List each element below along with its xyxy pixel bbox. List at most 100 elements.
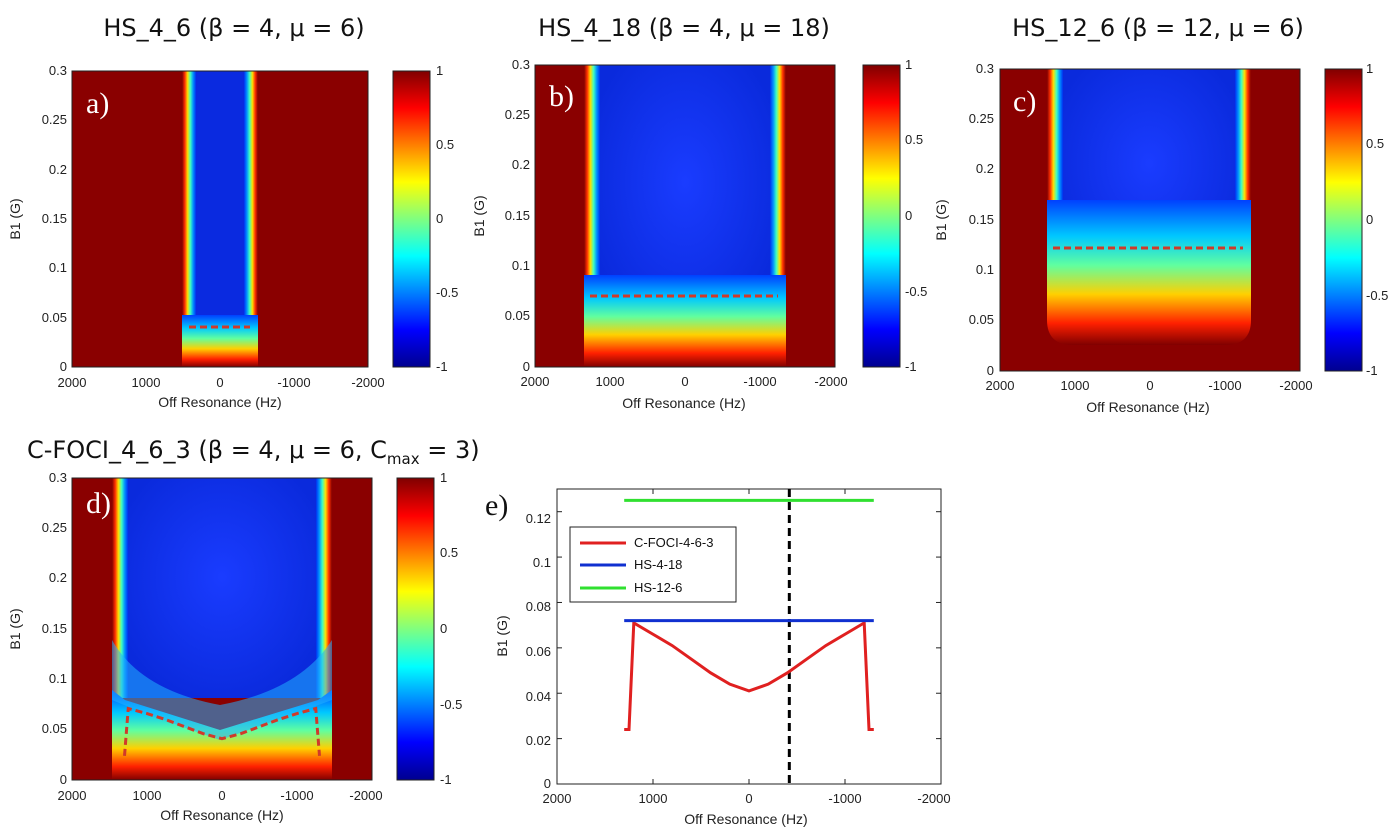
- panel-b-xlabel: Off Resonance (Hz): [622, 395, 745, 411]
- panel-d-xtick: -1000: [280, 788, 313, 803]
- panel-a-yticks: 0 0.05 0.1 0.15 0.2 0.25 0.3: [42, 63, 67, 374]
- panel-e-yticks: 0 0.02 0.04 0.06 0.08 0.1 0.12: [526, 511, 551, 791]
- panel-b-frame: [534, 64, 836, 368]
- panel-d-frame: [71, 477, 373, 781]
- panel-a-ylabel: B1 (G): [7, 198, 23, 239]
- panel-e-ytick: 0.12: [526, 511, 551, 526]
- panel-e-xtick: 2000: [543, 791, 572, 806]
- panel-c-ytick: 0.1: [976, 262, 994, 277]
- panel-b-cbar-tick: 1: [905, 57, 912, 72]
- panel-e-ytick: 0.1: [533, 555, 551, 570]
- panel-c-cbar-tick: -0.5: [1366, 288, 1388, 303]
- panel-c-xtick: 1000: [1061, 378, 1090, 393]
- legend-label-c-foci: C-FOCI-4-6-3: [634, 535, 713, 550]
- panel-d-ytick: 0.15: [42, 621, 67, 636]
- panel-b-title: HS_4_18 (β = 4, μ = 18): [538, 14, 830, 42]
- panel-c-title: HS_12_6 (β = 12, μ = 6): [1012, 14, 1304, 42]
- panel-c-ytick: 0.25: [969, 111, 994, 126]
- panel-e-tickmarks: [556, 489, 942, 785]
- panel-d-ytick: 0.3: [49, 470, 67, 485]
- panel-e-ytick: 0.08: [526, 599, 551, 614]
- panel-e-xtick: 1000: [639, 791, 668, 806]
- legend-label-hs-12-6: HS-12-6: [634, 580, 682, 595]
- panel-c-cbar-tick: 1: [1366, 61, 1373, 76]
- panel-b-yticks: 0 0.05 0.1 0.15 0.2 0.25 0.3: [505, 57, 530, 374]
- panel-a-cbar-tick: 0: [436, 211, 443, 226]
- panel-d-threshold-line: [123, 706, 321, 756]
- panel-a-frame: [71, 70, 369, 368]
- panel-d-ytick: 0: [60, 772, 67, 787]
- panel-a: HS_4_6 (β = 4, μ = 6) a) 0 0.05 0.1 0.15…: [7, 14, 458, 410]
- panel-b-ytick: 0.25: [505, 107, 530, 122]
- panel-c-ytick: 0: [987, 363, 994, 378]
- panel-d-cbar-tick: 0.5: [440, 545, 458, 560]
- panel-a-ytick: 0.15: [42, 211, 67, 226]
- panel-d-xtick: 1000: [133, 788, 162, 803]
- panel-b-ytick: 0.3: [512, 57, 530, 72]
- panel-a-xtick: 1000: [132, 375, 161, 390]
- panel-d-colorbar: 1 0.5 0 -0.5 -1: [396, 470, 462, 787]
- panel-e-xtick: -2000: [917, 791, 950, 806]
- panel-c-colorbar: 1 0.5 0 -0.5 -1: [1324, 61, 1388, 378]
- panel-d-xtick: -2000: [349, 788, 382, 803]
- panel-b-cbar-tick: -0.5: [905, 284, 927, 299]
- panel-c-cbar-tick: -1: [1366, 363, 1378, 378]
- panel-c: HS_12_6 (β = 12, μ = 6) c) 0 0.05 0.1 0.…: [933, 14, 1388, 415]
- panel-d-cbar-tick: -1: [440, 772, 452, 787]
- panel-d-xticks: 2000 1000 0 -1000 -2000: [58, 788, 383, 803]
- panel-b-xtick: 2000: [521, 374, 550, 389]
- panel-a-ytick: 0.1: [49, 260, 67, 275]
- panel-e-xtick: -1000: [828, 791, 861, 806]
- panel-b-ytick: 0.1: [512, 258, 530, 273]
- panel-b-xtick: -1000: [743, 374, 776, 389]
- panel-a-xtick: -2000: [351, 375, 384, 390]
- panel-c-xticks: 2000 1000 0 -1000 -2000: [986, 378, 1313, 393]
- panel-c-inversion-band: [1047, 69, 1251, 345]
- panel-c-ytick: 0.05: [969, 312, 994, 327]
- panel-b-colorbar: 1 0.5 0 -0.5 -1: [862, 57, 927, 374]
- panel-b-xticks: 2000 1000 0 -1000 -2000: [521, 374, 848, 389]
- panel-c-ylabel: B1 (G): [933, 199, 949, 240]
- panel-e: e) 0 0.02 0.04 0.06 0.08 0.1 0.12 2000 1…: [485, 488, 951, 827]
- panel-d-cbar-tick: -0.5: [440, 697, 462, 712]
- panel-d-ytick: 0.2: [49, 570, 67, 585]
- panel-b-cbar-tick: 0.5: [905, 132, 923, 147]
- panel-d-xlabel: Off Resonance (Hz): [160, 807, 283, 823]
- panel-b: HS_4_18 (β = 4, μ = 18) b) 0 0.05 0.1 0.…: [471, 14, 927, 411]
- panel-a-xtick: -1000: [277, 375, 310, 390]
- panel-b-ytick: 0: [523, 359, 530, 374]
- panel-a-cbar-tick: 0.5: [436, 137, 454, 152]
- panel-e-xlabel: Off Resonance (Hz): [684, 811, 807, 827]
- panel-c-cbar-tick: 0.5: [1366, 136, 1384, 151]
- panel-c-xtick: -1000: [1208, 378, 1241, 393]
- panel-d-xtick: 2000: [58, 788, 87, 803]
- panel-a-cbar-tick: -1: [436, 359, 448, 374]
- panel-a-cbar-tick: -0.5: [436, 285, 458, 300]
- panel-d-xtick: 0: [218, 788, 225, 803]
- panel-e-ytick: 0.06: [526, 644, 551, 659]
- series-line-c-foci-4-6-3: [624, 620, 874, 732]
- panel-b-ytick: 0.05: [505, 308, 530, 323]
- panel-a-inversion-band: [182, 71, 258, 367]
- panel-c-label: c): [1013, 85, 1036, 118]
- panel-a-label: a): [86, 87, 109, 120]
- panel-e-ytick: 0.02: [526, 733, 551, 748]
- panel-e-xticks: 2000 1000 0 -1000 -2000: [543, 791, 951, 806]
- panel-a-ytick: 0.3: [49, 63, 67, 78]
- panel-d-title: C-FOCI_4_6_3 (β = 4, μ = 6, Cmax = 3): [27, 436, 480, 468]
- panel-a-ytick: 0: [60, 359, 67, 374]
- panel-c-ytick: 0.15: [969, 212, 994, 227]
- panel-c-xtick: 2000: [986, 378, 1015, 393]
- panel-c-xtick: 0: [1146, 378, 1153, 393]
- panel-e-legend: C-FOCI-4-6-3 HS-4-18 HS-12-6: [569, 526, 737, 603]
- panel-e-xtick: 0: [745, 791, 752, 806]
- panel-c-ytick: 0.3: [976, 61, 994, 76]
- panel-d-ytick: 0.05: [42, 721, 67, 736]
- panel-c-yticks: 0 0.05 0.1 0.15 0.2 0.25 0.3: [969, 61, 994, 378]
- panel-d-ytick: 0.1: [49, 671, 67, 686]
- panel-e-series: [624, 498, 874, 732]
- panel-a-cbar-tick: 1: [436, 63, 443, 78]
- panel-b-ylabel: B1 (G): [471, 195, 487, 236]
- panel-a-ytick: 0.25: [42, 112, 67, 127]
- panel-d-ylabel: B1 (G): [7, 608, 23, 649]
